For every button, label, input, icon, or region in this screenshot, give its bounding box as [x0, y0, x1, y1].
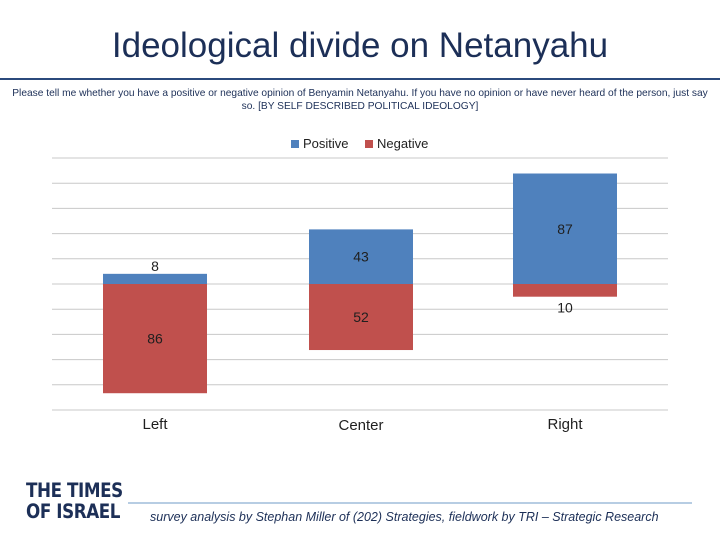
data-label-negative-right: 10: [557, 300, 573, 316]
footer-credit: survey analysis by Stephan Miller of (20…: [150, 510, 659, 524]
data-label-negative-left: 86: [147, 331, 163, 347]
footer-divider: [128, 502, 692, 504]
data-label-negative-center: 52: [353, 309, 369, 325]
bar-negative-left: [103, 284, 207, 394]
bar-negative-right: [513, 284, 617, 297]
title-divider: [0, 78, 720, 80]
page-title: Ideological divide on Netanyahu: [111, 26, 609, 65]
logo-line-2: OF ISRAEL: [26, 500, 121, 523]
category-label-center: Center: [338, 417, 383, 434]
bar-positive-center: [309, 229, 413, 284]
data-label-positive-left: 8: [151, 258, 159, 274]
legend-swatch-positive: [291, 140, 299, 148]
bar-positive-left: [103, 273, 207, 284]
question-text: Please tell me whether you have a positi…: [12, 88, 708, 112]
legend-swatch-negative: [365, 140, 373, 148]
bar-positive-right: [513, 173, 617, 284]
data-label-positive-right: 87: [557, 221, 573, 237]
data-label-positive-center: 43: [353, 249, 369, 265]
legend-label-negative: Negative: [377, 136, 428, 151]
times-of-israel-logo: THE TIMES OF ISRAEL: [26, 480, 123, 522]
legend-label-positive: Positive: [303, 136, 349, 151]
diverging-bar-chart: Positive Negative 8 86 Left 43 52 Center 87 10 Rig…: [52, 136, 668, 434]
category-label-left: Left: [142, 416, 168, 433]
logo-line-1: THE TIMES: [26, 479, 123, 502]
bar-negative-center: [309, 284, 413, 351]
category-label-right: Right: [547, 416, 583, 433]
